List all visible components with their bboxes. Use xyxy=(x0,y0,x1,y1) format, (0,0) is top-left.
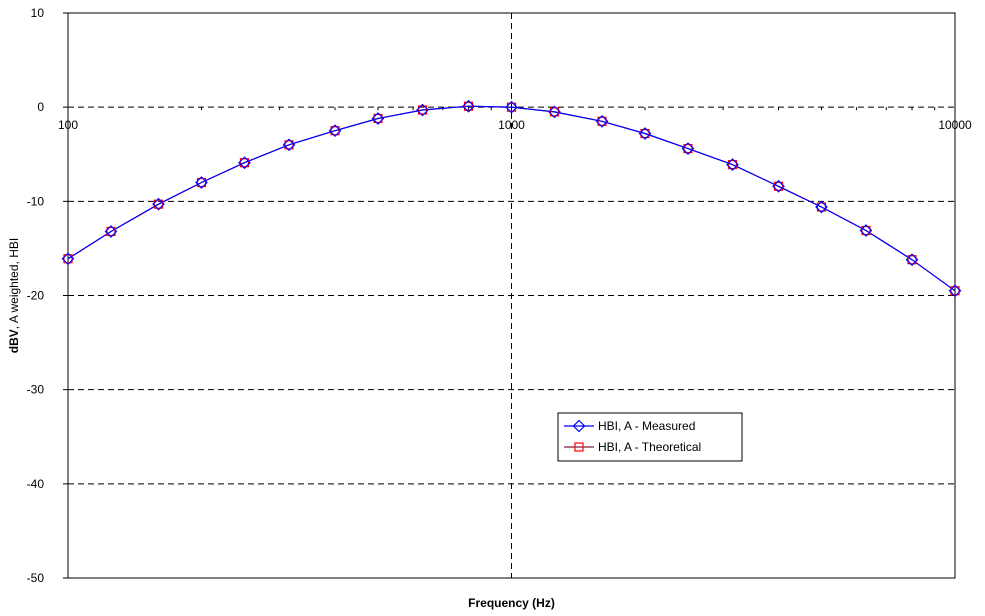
data-point-measured xyxy=(152,197,165,211)
grid-layer xyxy=(68,13,955,578)
legend-box xyxy=(557,412,743,462)
y-tick-label: -50 xyxy=(27,571,45,585)
x-tick-label: 10000 xyxy=(938,118,972,132)
x-tick-label: 100 xyxy=(58,118,78,132)
data-point-theoretical xyxy=(506,102,517,112)
data-point-measured xyxy=(61,252,75,266)
x-axis-title: Frequency (Hz) xyxy=(468,596,555,610)
y-tick-label: -30 xyxy=(27,383,45,397)
data-point-measured xyxy=(238,156,251,170)
data-point-theoretical xyxy=(816,202,827,212)
data-point-measured xyxy=(505,100,518,114)
legend-marker-square xyxy=(574,442,584,452)
series-layer xyxy=(61,99,962,298)
data-point-measured xyxy=(282,138,296,152)
data-point-measured xyxy=(595,114,609,128)
data-point-measured xyxy=(548,105,561,119)
data-point-measured xyxy=(462,99,475,113)
data-point-theoretical xyxy=(373,113,383,124)
data-point-measured xyxy=(859,224,873,237)
x-tick-label: 1000 xyxy=(498,118,525,132)
data-point-theoretical xyxy=(153,199,164,209)
data-point-theoretical xyxy=(773,181,784,191)
legend-entry-label: HBI, A - Theoretical xyxy=(598,440,701,454)
data-point-measured xyxy=(104,225,118,238)
data-point-theoretical xyxy=(463,101,474,111)
data-point-measured xyxy=(681,142,695,155)
data-point-theoretical xyxy=(861,225,871,236)
data-point-theoretical xyxy=(196,177,207,188)
data-point-theoretical xyxy=(284,140,294,150)
legend: HBI, A - Measured HBI, A - Theoretical xyxy=(557,412,743,462)
series-line-measured xyxy=(67,105,956,292)
y-axis-title-rest: , A weighted, HBI xyxy=(7,238,21,329)
data-point-measured xyxy=(195,176,208,189)
y-tick-label: 0 xyxy=(37,100,44,114)
data-point-measured xyxy=(948,284,962,298)
data-point-theoretical xyxy=(417,105,428,115)
data-point-theoretical xyxy=(549,107,560,117)
data-point-theoretical xyxy=(907,255,917,265)
data-point-measured xyxy=(416,103,429,117)
data-point-measured xyxy=(772,179,785,193)
data-point-theoretical xyxy=(683,144,693,154)
data-point-measured xyxy=(815,200,828,214)
data-point-measured xyxy=(328,124,342,138)
data-point-theoretical xyxy=(106,226,116,237)
data-point-theoretical xyxy=(640,128,650,139)
data-point-theoretical xyxy=(597,116,607,126)
legend-marker-diamond xyxy=(572,419,586,433)
data-point-theoretical xyxy=(330,126,340,136)
y-tick-label: -40 xyxy=(27,477,45,491)
y-axis-title: dBV, A weighted, HBI xyxy=(7,238,21,353)
axis-layer xyxy=(63,12,956,579)
data-point-theoretical xyxy=(239,158,250,168)
data-point-measured xyxy=(905,253,919,267)
data-point-theoretical xyxy=(63,254,73,264)
y-tick-label: 10 xyxy=(31,6,45,20)
data-point-measured xyxy=(371,112,385,125)
y-tick-label: -10 xyxy=(27,194,45,208)
legend-entry-label: HBI, A - Measured xyxy=(598,419,695,433)
y-tick-label: -20 xyxy=(27,289,45,303)
data-point-measured xyxy=(726,158,739,171)
data-point-theoretical xyxy=(950,286,960,296)
data-point-measured xyxy=(638,127,652,140)
y-axis-title-bold: dBV xyxy=(7,329,21,353)
data-point-theoretical xyxy=(727,160,738,170)
